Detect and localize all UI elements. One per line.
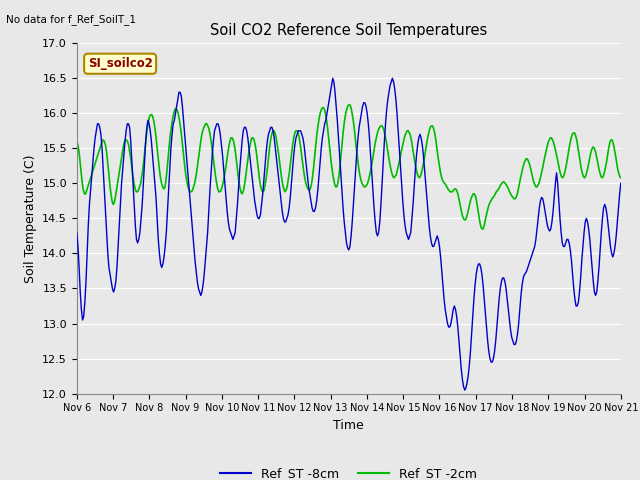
Y-axis label: Soil Temperature (C): Soil Temperature (C) <box>24 154 36 283</box>
Title: Soil CO2 Reference Soil Temperatures: Soil CO2 Reference Soil Temperatures <box>210 23 488 38</box>
Text: No data for f_Ref_SoilT_1: No data for f_Ref_SoilT_1 <box>6 14 136 25</box>
X-axis label: Time: Time <box>333 419 364 432</box>
Legend: Ref_ST -8cm, Ref_ST -2cm: Ref_ST -8cm, Ref_ST -2cm <box>215 462 483 480</box>
Text: SI_soilco2: SI_soilco2 <box>88 57 152 70</box>
